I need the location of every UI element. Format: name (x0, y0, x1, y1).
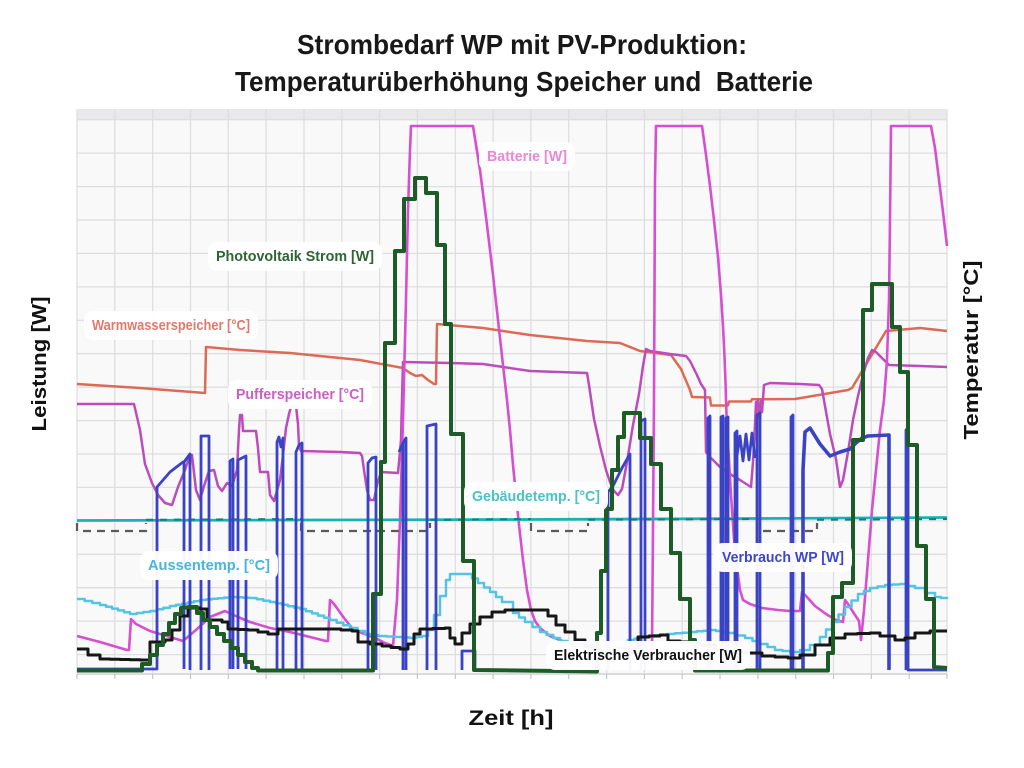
svg-text:Strombedarf WP mit PV-Produkti: Strombedarf WP mit PV-Produktion: (297, 29, 747, 60)
svg-text:Warmwasserspeicher [°C]: Warmwasserspeicher [°C] (92, 317, 250, 334)
svg-text:Verbrauch WP [W]: Verbrauch WP [W] (722, 549, 844, 566)
svg-text:Zeit [h]: Zeit [h] (469, 707, 554, 730)
svg-text:Temperatur [°C]: Temperatur [°C] (961, 261, 983, 440)
svg-text:Aussentemp. [°C]: Aussentemp. [°C] (148, 557, 270, 574)
svg-text:Elektrische Verbraucher [W]: Elektrische Verbraucher [W] (554, 647, 742, 664)
svg-text:Batterie [W]: Batterie [W] (487, 148, 567, 165)
svg-text:Pufferspeicher [°C]: Pufferspeicher [°C] (236, 386, 364, 403)
svg-text:Leistung [W]: Leistung [W] (29, 297, 51, 432)
svg-text:Temperaturüberhöhung Speicher: Temperaturüberhöhung Speicher und Batter… (235, 66, 813, 97)
svg-text:Gebäudetemp. [°C]: Gebäudetemp. [°C] (472, 488, 600, 505)
svg-text:Photovoltaik Strom [W]: Photovoltaik Strom [W] (216, 248, 374, 265)
